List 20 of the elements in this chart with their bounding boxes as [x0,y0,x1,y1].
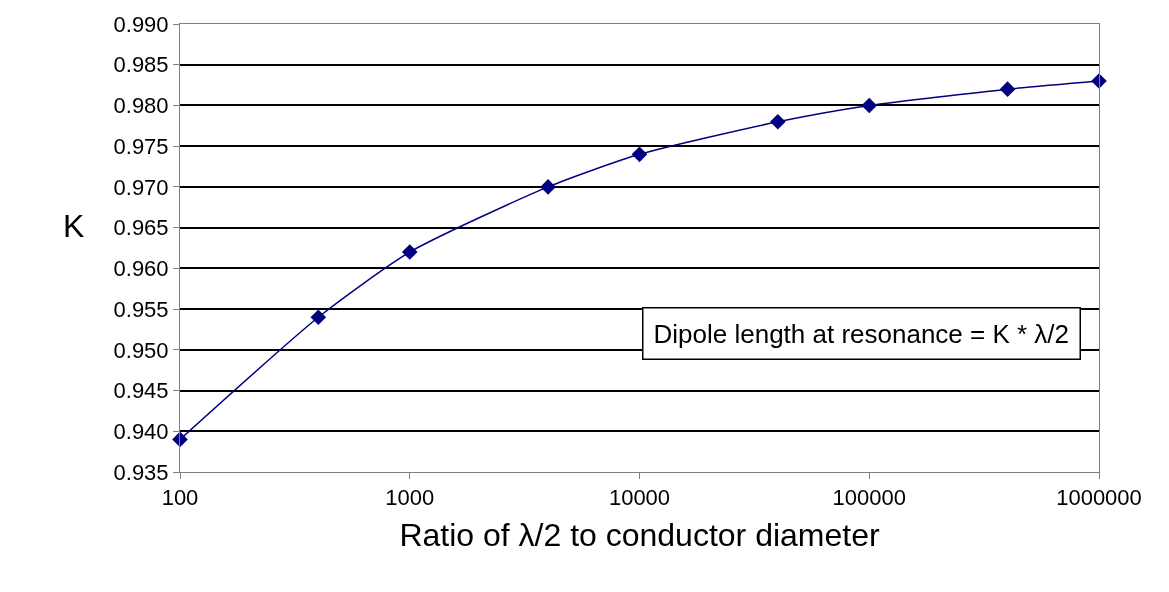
y-tick-label: 0.965 [113,215,169,241]
x-tick-label: 100 [161,485,199,511]
x-tick-label: 1000 [385,485,435,511]
y-tick-label: 0.935 [113,459,169,485]
y-tick-label: 0.985 [113,52,169,78]
x-tick-label: 100000 [832,485,906,511]
y-tick-label: 0.945 [113,378,169,404]
y-tick-label: 0.970 [113,174,169,200]
y-axis-title: K [63,208,85,244]
y-tick-label: 0.955 [113,296,169,322]
y-tick-label: 0.980 [113,93,169,119]
y-tick-label: 0.975 [113,133,169,159]
y-tick-label: 0.960 [113,256,169,282]
y-tick-label: 0.950 [113,337,169,363]
x-tick-label: 1000000 [1056,485,1142,511]
annotation: Dipole length at resonance = K * λ/2 [653,318,1070,349]
y-tick-label: 0.990 [113,11,169,37]
y-tick-label: 0.940 [113,418,169,444]
x-tick-label: 10000 [608,485,671,511]
x-axis-title: Ratio of λ/2 to conductor diameter [399,517,880,554]
